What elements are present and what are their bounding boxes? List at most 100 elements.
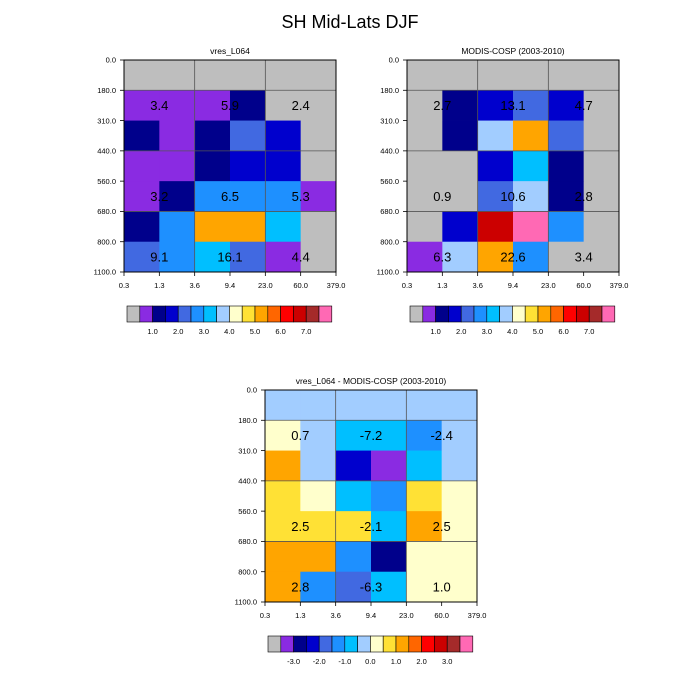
colorbar-swatch — [395, 635, 410, 653]
heatmap-cell — [513, 90, 549, 121]
colorbar-label: 0.0 — [365, 657, 375, 666]
heatmap-cell — [583, 181, 620, 212]
cell-value-label: 6.3 — [433, 249, 451, 264]
heatmap-cell — [583, 150, 620, 182]
cell-value-label: 9.1 — [150, 249, 168, 264]
heatmap-cell — [371, 511, 407, 542]
y-tick-label: 560.0 — [238, 507, 257, 516]
x-tick-label: 23.0 — [541, 281, 556, 290]
heatmap-cell — [442, 90, 479, 121]
x-tick-label: 3.6 — [330, 611, 340, 620]
y-tick-label: 800.0 — [97, 237, 116, 246]
colorbar-swatch — [293, 635, 307, 653]
heatmap-cell — [441, 571, 478, 603]
heatmap-cell — [230, 120, 266, 152]
heatmap-cell — [124, 150, 160, 182]
colorbar-swatch — [344, 635, 358, 653]
heatmap-cell — [477, 60, 514, 91]
x-tick-label: 379.0 — [468, 611, 487, 620]
heatmap-cell — [513, 211, 549, 243]
colorbar-swatch — [486, 305, 500, 323]
heatmap-cell — [265, 120, 302, 152]
heatmap-cell — [477, 90, 514, 121]
colorbar-swatch — [203, 305, 217, 323]
colorbar-swatch — [357, 635, 371, 653]
heatmap-cell — [265, 511, 301, 542]
colorbar: 1.0 2.0 3.0 4.0 5.0 6.0 7.0 — [409, 305, 616, 336]
colorbar-swatch — [473, 305, 488, 323]
colorbar-swatch — [216, 305, 230, 323]
heatmap-cell — [407, 120, 443, 152]
heatmap-cell — [300, 150, 337, 182]
y-tick-label: 680.0 — [380, 207, 399, 216]
heatmap-cell — [477, 181, 514, 212]
colorbar-swatch — [459, 635, 474, 653]
x-tick-label: 60.0 — [434, 611, 449, 620]
cell-value-label: -2.4 — [430, 428, 452, 443]
colorbar-swatch — [306, 635, 320, 653]
heatmap-cell — [265, 150, 302, 182]
heatmap-cell — [548, 241, 585, 273]
panel-1: vres_L064 0.0 180.0 310.0 440.0 560.0 680.0 800… — [94, 46, 346, 336]
y-tick-label: 0.0 — [106, 56, 116, 65]
colorbar-swatch — [408, 635, 422, 653]
heatmap-cell — [124, 120, 160, 152]
x-tick-label: 1.3 — [295, 611, 305, 620]
cell-value-label: 6.5 — [221, 189, 239, 204]
colorbar-swatch — [267, 635, 282, 653]
y-tick-label: 1100.0 — [94, 268, 116, 277]
heatmap-cell — [265, 390, 301, 421]
colorbar-swatch — [318, 635, 333, 653]
heatmap-cell — [513, 181, 549, 212]
colorbar-swatch — [293, 305, 307, 323]
panel-title: MODIS-COSP (2003-2010) — [461, 46, 564, 56]
cell-value-label: 0.7 — [291, 428, 309, 443]
y-tick-label: 800.0 — [380, 237, 399, 246]
heatmap-cell — [265, 60, 302, 91]
heatmap-cell — [442, 60, 479, 91]
cell-value-label: 3.2 — [150, 189, 168, 204]
colorbar-swatch — [139, 305, 153, 323]
heatmap-cell — [406, 511, 443, 542]
x-tick-label: 9.4 — [366, 611, 376, 620]
x-tick-label: 9.4 — [225, 281, 235, 290]
heatmap-cell — [300, 511, 337, 542]
cell-value-label: 16.1 — [217, 249, 242, 264]
colorbar-label: 3.0 — [199, 327, 209, 336]
y-tick-label: 440.0 — [97, 147, 116, 156]
x-tick-label: 9.4 — [508, 281, 518, 290]
heatmap-cell — [513, 150, 549, 182]
heatmap-cell — [265, 241, 302, 273]
heatmap-cell — [441, 390, 478, 421]
heatmap-cell — [335, 511, 372, 542]
heatmap-cell — [406, 450, 443, 482]
heatmap-cell — [124, 211, 160, 243]
heatmap-cell — [159, 150, 196, 182]
x-tick-label: 1.3 — [437, 281, 447, 290]
colorbar-label: 4.0 — [507, 327, 517, 336]
heatmap-cell — [513, 241, 549, 273]
cell-value-label: 4.7 — [575, 98, 593, 113]
colorbar-swatch — [550, 305, 564, 323]
y-tick-label: 180.0 — [380, 86, 399, 95]
heatmap-cell — [230, 90, 266, 121]
colorbar-swatch — [499, 305, 513, 323]
colorbar-label: 7.0 — [301, 327, 311, 336]
panel-3: vres_L064 - MODIS-COSP (2003-2010) 0.0 180… — [235, 376, 487, 666]
heatmap-cell — [335, 450, 372, 482]
cell-value-label: 2.7 — [433, 98, 451, 113]
colorbar-swatch — [422, 305, 436, 323]
heatmap-cell — [300, 60, 337, 91]
heatmap-cell — [477, 150, 514, 182]
heatmap-cell — [407, 181, 443, 212]
heatmap-cell — [406, 390, 443, 421]
heatmap-cell — [159, 120, 196, 152]
colorbar-label: 2.0 — [416, 657, 426, 666]
heatmap-cell — [371, 571, 407, 603]
heatmap-cell — [441, 511, 478, 542]
x-tick-label: 0.3 — [402, 281, 412, 290]
colorbar-swatch — [165, 305, 179, 323]
y-tick-label: 180.0 — [97, 86, 116, 95]
y-tick-label: 440.0 — [238, 477, 257, 486]
